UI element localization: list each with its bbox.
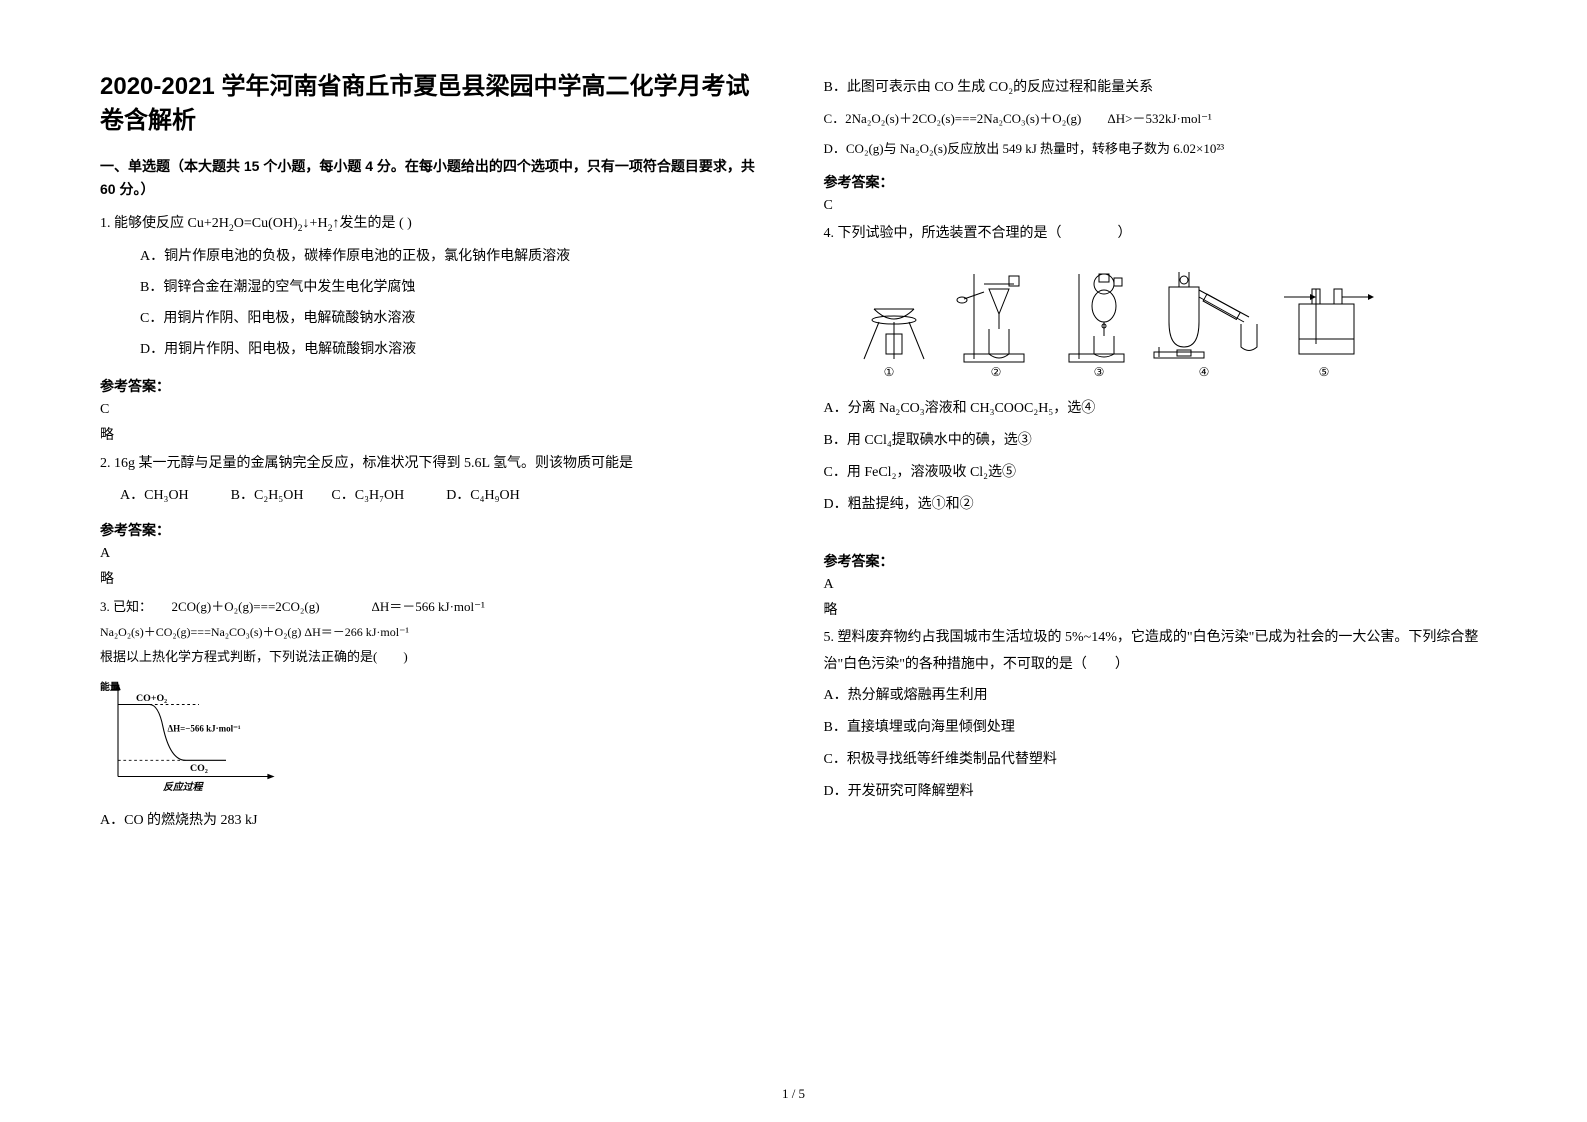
answer-label: 参考答案： (824, 551, 1488, 571)
q5-choice-d: D．开发研究可降解塑料 (824, 778, 1488, 806)
apparatus-figure: ① ② ③ ④ ⑤ (824, 254, 1488, 389)
energy-diagram: 能量 CO+O₂ ΔH=−566 kJ·mol⁻¹ CO₂ 反应过程 (100, 676, 764, 801)
q3-choice-a: A．CO 的燃烧热为 283 kJ (100, 807, 764, 835)
q3-line2: Na₂O₂(s)＋CO₂(g)===Na₂CO₃(s)＋O₂(g) ΔH＝－26… (100, 624, 764, 641)
q1-choice-a: A．铜片作原电池的负极，碳棒作原电池的正极，氯化钠作电解质溶液 (140, 242, 764, 273)
q3-choice-d: D．CO₂(g)与 Na₂O₂(s)反应放出 549 kJ 热量时，转移电子数为… (824, 136, 1488, 162)
q2-choices: A．CH₃OH B．C₂H₅OH C．C₃H₇OH D．C₄H₉OH (120, 482, 764, 510)
q4-answer: A (824, 577, 1488, 593)
q4-omit: 略 (824, 599, 1488, 619)
q5-choice-a: A．热分解或熔融再生利用 (824, 682, 1488, 710)
q3-answer: C (824, 198, 1488, 214)
delta-h-label: ΔH=−566 kJ·mol⁻¹ (168, 724, 241, 734)
y-axis-label: 能量 (100, 680, 120, 693)
q2-omit: 略 (100, 568, 764, 588)
bottom-label: CO₂ (190, 763, 208, 774)
section-heading: 一、单选题（本大题共 15 个小题，每小题 4 分。在每小题给出的四个选项中，只… (100, 155, 764, 200)
q5-choice-b: B．直接填埋或向海里倾倒处理 (824, 714, 1488, 742)
right-column: B．此图可表示由 CO 生成 CO₂的反应过程和能量关系 C．2Na₂O₂(s)… (824, 70, 1488, 1060)
answer-label: 参考答案： (100, 520, 764, 540)
q1-choice-c: C．用铜片作阴、阳电极，电解硫酸钠水溶液 (140, 304, 764, 335)
q2-stem: 2. 16g 某一元醇与足量的金属钠完全反应，标准状况下得到 5.6L 氢气。则… (100, 450, 764, 478)
q4-choice-c: C．用 FeCl₂，溶液吸收 Cl₂选⑤ (824, 459, 1488, 487)
q4-choice-d: D．粗盐提纯，选①和② (824, 491, 1488, 519)
answer-label: 参考答案： (100, 376, 764, 396)
answer-label: 参考答案： (824, 172, 1488, 192)
page-number: 1 / 5 (0, 1086, 1587, 1102)
apparatus-label-4: ④ (1198, 365, 1209, 379)
apparatus-label-2: ② (990, 365, 1001, 379)
apparatus-label-1: ① (883, 365, 894, 379)
x-axis-label: 反应过程 (163, 781, 205, 793)
q1-answer: C (100, 402, 764, 418)
q4-choice-a: A．分离 Na₂CO₃溶液和 CH₃COOC₂H₅，选④ (824, 395, 1488, 423)
q1-choice-d: D．用铜片作阴、阳电极，电解硫酸铜水溶液 (140, 335, 764, 366)
top-label: CO+O₂ (136, 693, 167, 704)
q2-answer: A (100, 546, 764, 562)
q3-line3: 根据以上热化学方程式判断，下列说法正确的是( ) (100, 644, 764, 670)
apparatus-label-5: ⑤ (1318, 365, 1329, 379)
q1-choice-b: B．铜锌合金在潮湿的空气中发生电化学腐蚀 (140, 273, 764, 304)
q5-stem: 5. 塑料废弃物约占我国城市生活垃圾的 5%~14%，它造成的"白色污染"已成为… (824, 625, 1488, 678)
page-title: 2020-2021 学年河南省商丘市夏邑县梁园中学高二化学月考试卷含解析 (100, 70, 764, 137)
q4-choice-b: B．用 CCl₄提取碘水中的碘，选③ (824, 427, 1488, 455)
q5-choice-c: C．积极寻找纸等纤维类制品代替塑料 (824, 746, 1488, 774)
q4-stem: 4. 下列试验中，所选装置不合理的是（ ） (824, 220, 1488, 248)
q3-line1: 3. 已知： 2CO(g)＋O₂(g)===2CO₂(g) ΔH＝－566 kJ… (100, 594, 764, 620)
left-column: 2020-2021 学年河南省商丘市夏邑县梁园中学高二化学月考试卷含解析 一、单… (100, 70, 764, 1060)
q3-choice-c: C．2Na₂O₂(s)＋2CO₂(s)===2Na₂CO₃(s)＋O₂(g) Δ… (824, 106, 1488, 132)
apparatus-label-3: ③ (1093, 365, 1104, 379)
q1-omit: 略 (100, 424, 764, 444)
q1-stem: 1. 能够使反应 Cu+2H2O=Cu(OH)2↓+H2↑发生的是 ( ) (100, 210, 764, 238)
q3-choice-b: B．此图可表示由 CO 生成 CO₂的反应过程和能量关系 (824, 74, 1488, 102)
